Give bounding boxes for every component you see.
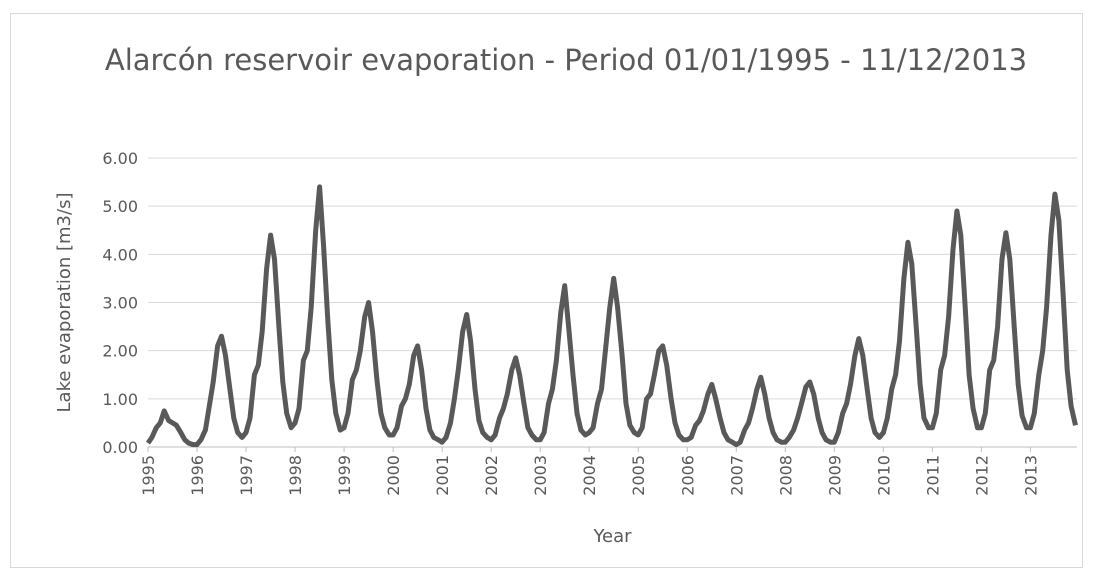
y-tick-label: 5.00 [102, 197, 138, 216]
x-tick-label: 2006 [678, 455, 697, 496]
x-tick-label: 2009 [825, 455, 844, 496]
x-tick-label: 1997 [237, 455, 256, 496]
y-tick-label: 2.00 [102, 342, 138, 361]
y-tick-label: 4.00 [102, 245, 138, 264]
x-axis-title: Year [592, 526, 632, 547]
x-tick-label: 2000 [384, 455, 403, 496]
x-tick-label: 2010 [874, 455, 893, 496]
y-tick-label: 3.00 [102, 294, 138, 313]
x-tick-label: 2007 [727, 455, 746, 496]
x-tick-label: 1995 [139, 455, 158, 496]
x-tick-label: 2012 [972, 455, 991, 496]
x-tick-label: 2008 [776, 455, 795, 496]
x-tick-label: 2005 [629, 455, 648, 496]
x-tick-label: 2004 [580, 455, 599, 496]
x-tick-label: 2001 [433, 455, 452, 496]
x-tick-label: 2003 [531, 455, 550, 496]
series-line [145, 184, 1078, 448]
chart-title: Alarcón reservoir evaporation - Period 0… [104, 43, 1028, 77]
x-tick-label: 1996 [188, 455, 207, 496]
y-tick-label: 1.00 [102, 390, 138, 409]
x-tick-label: 1998 [286, 455, 305, 496]
x-tick-label: 2002 [482, 455, 501, 496]
x-tick-label: 1999 [335, 455, 354, 496]
x-tick-label: 2011 [923, 455, 942, 496]
y-tick-label: 0.00 [102, 438, 138, 457]
x-tick-label: 2013 [1021, 455, 1040, 496]
y-tick-label: 6.00 [102, 149, 138, 168]
y-axis-title: Lake evaporation [m3/s] [54, 193, 75, 413]
